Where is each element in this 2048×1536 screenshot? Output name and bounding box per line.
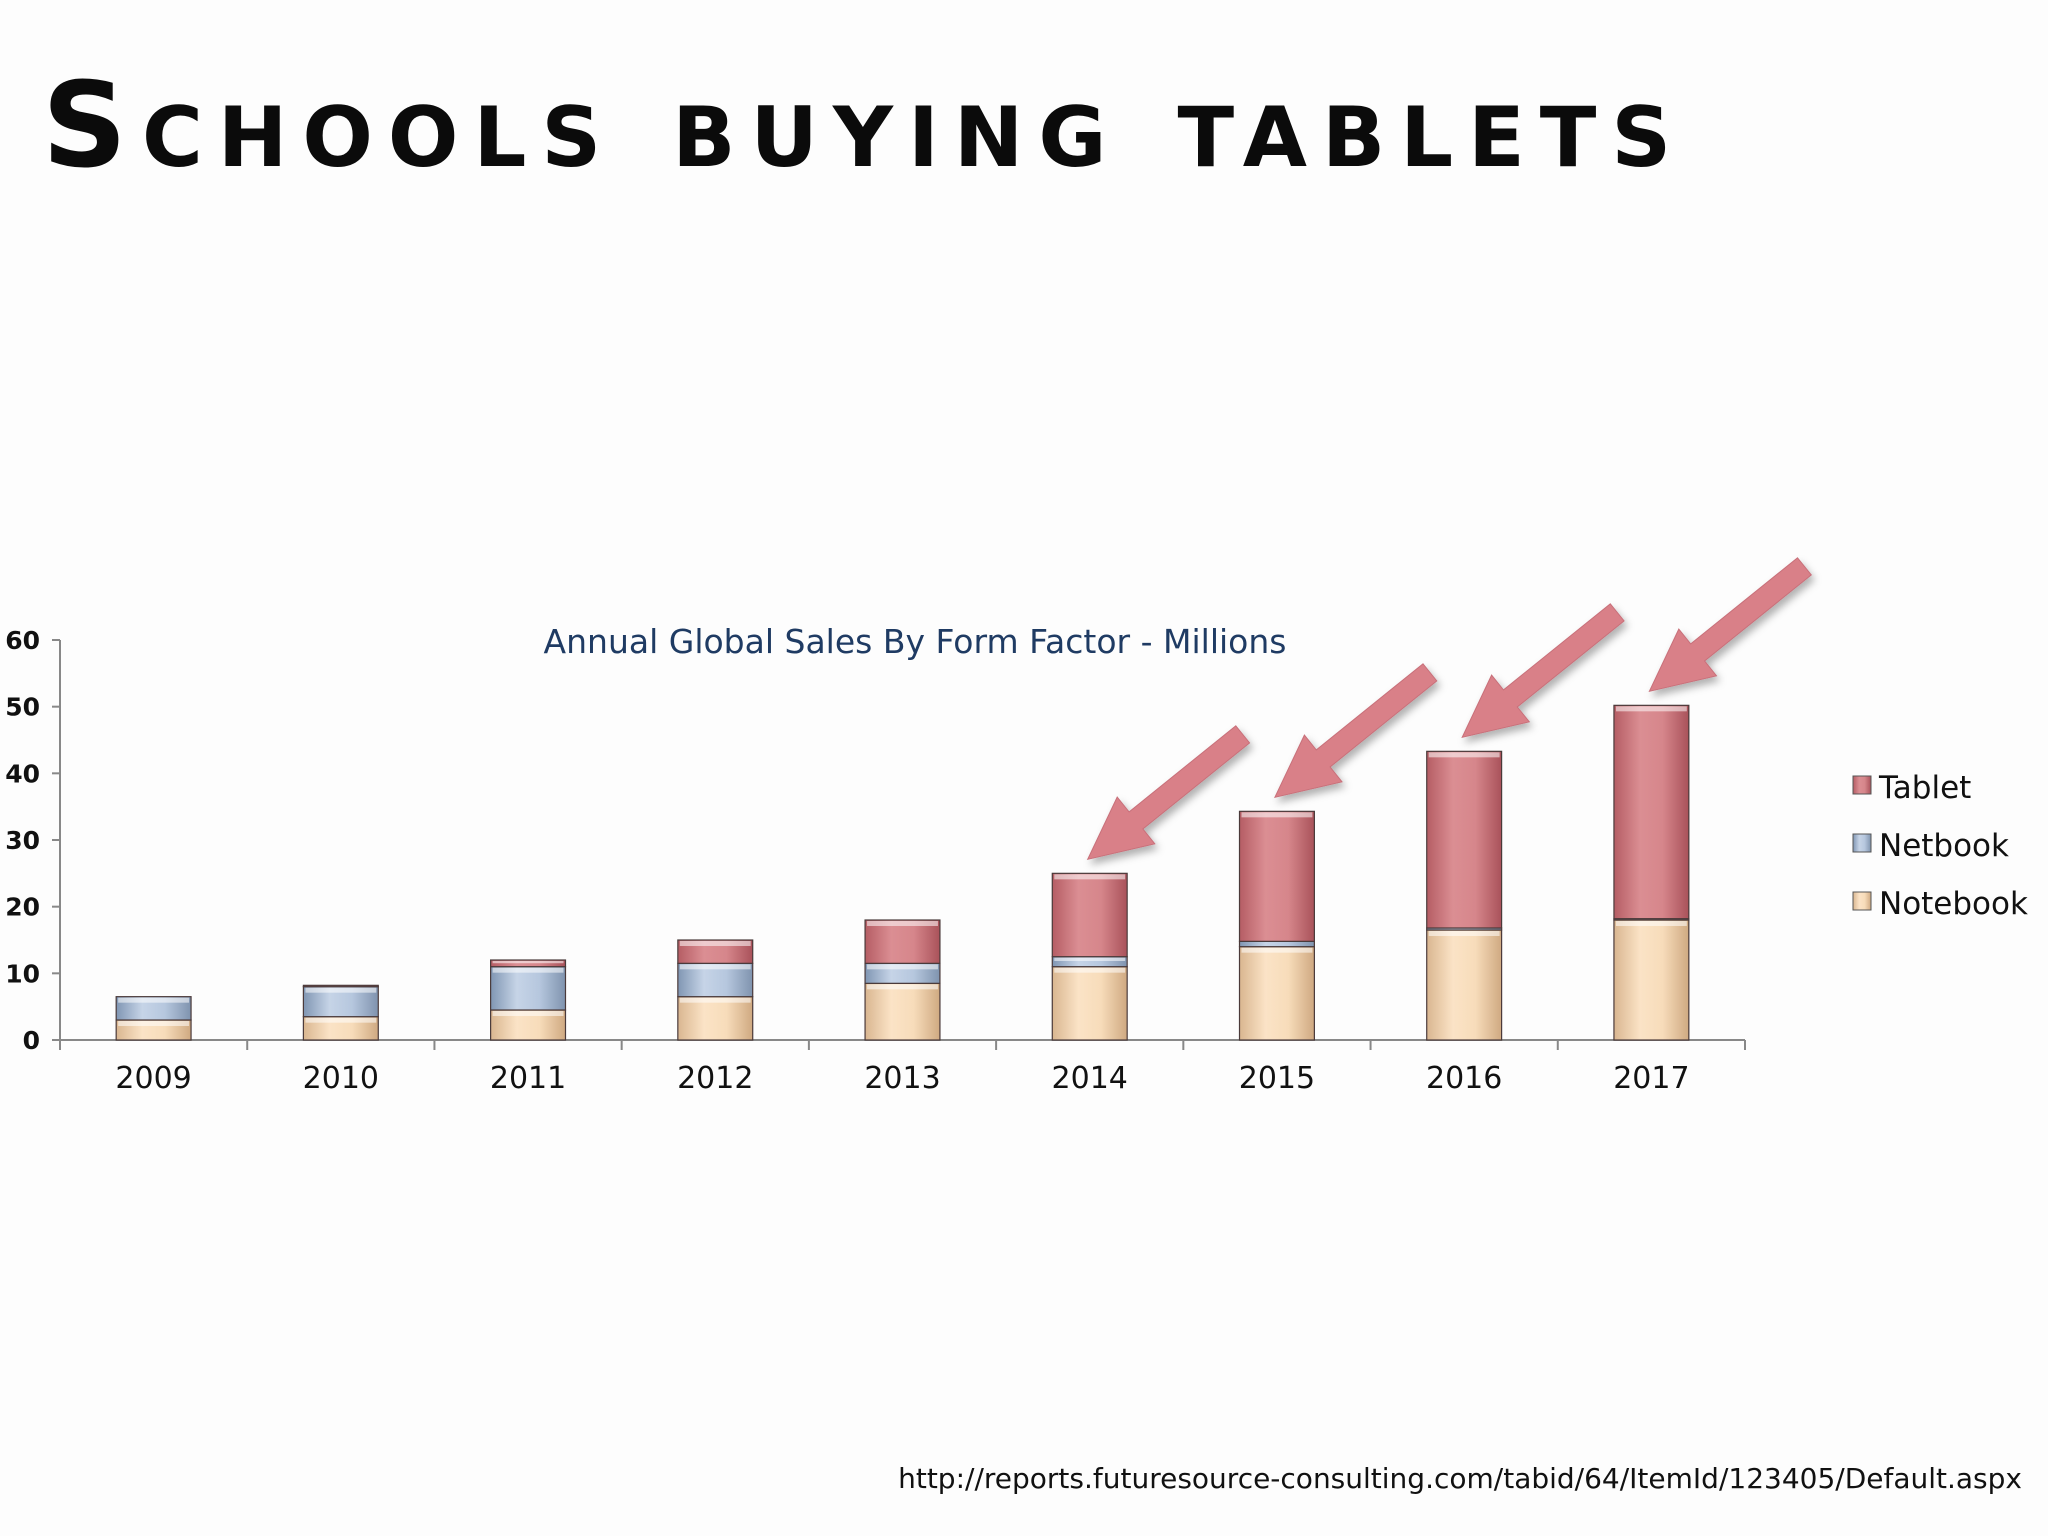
bar-netbook-2015 <box>1238 940 1315 948</box>
bar-highlight <box>867 964 938 970</box>
bar-tablet-2013 <box>864 919 941 964</box>
y-tick-label: 30 <box>5 826 40 855</box>
source-url: http://reports.futuresource-consulting.c… <box>898 1462 2022 1495</box>
x-tick-label: 2009 <box>115 1061 191 1096</box>
bar-highlight <box>305 987 377 993</box>
bar-highlight <box>1054 957 1126 961</box>
bar-tablet-2017 <box>1613 704 1690 920</box>
bar-highlight <box>492 961 564 964</box>
bar-tablet-2015 <box>1238 810 1315 942</box>
bar-highlight <box>679 997 751 1003</box>
chart-title: Annual Global Sales By Form Factor - Mil… <box>544 622 1287 661</box>
bar-highlight <box>1241 947 1313 953</box>
x-tick-label: 2011 <box>490 1061 566 1096</box>
bar-tablet-2011 <box>490 959 567 968</box>
bar-tablet-2016 <box>1426 750 1503 929</box>
x-tick-label: 2013 <box>864 1061 940 1096</box>
bar-tablet-2010 <box>302 984 379 988</box>
y-tick-label: 60 <box>5 626 40 655</box>
bar-highlight <box>118 1021 190 1026</box>
annotation-arrows <box>1086 557 1813 861</box>
x-tick-label: 2015 <box>1239 1061 1315 1096</box>
legend-swatch-notebook <box>1852 891 1872 911</box>
bar-highlight <box>1615 706 1687 712</box>
bar-highlight <box>1054 967 1126 973</box>
bar-notebook-2015 <box>1238 946 1315 1041</box>
bar-netbook-2011 <box>490 966 567 1011</box>
legend-swatch-tablet <box>1852 775 1872 795</box>
bar-notebook-2017 <box>1613 919 1690 1041</box>
arrow-2017 <box>1648 557 1813 693</box>
x-tick-label: 2016 <box>1426 1061 1502 1096</box>
x-tick-label: 2010 <box>303 1061 379 1096</box>
arrow-2014 <box>1086 725 1251 861</box>
bar-notebook-2013 <box>864 982 941 1041</box>
bar-highlight <box>679 964 751 970</box>
legend-label-notebook: Notebook <box>1879 886 2028 922</box>
y-tick-label: 40 <box>5 759 40 788</box>
y-tick-label: 10 <box>5 959 40 988</box>
bar-highlight <box>1428 931 1500 936</box>
x-axis: 2009 2010 2011 2012 2013 2014 2015 2016 2017 <box>59 1039 1746 1096</box>
legend-swatch-netbook <box>1852 833 1872 853</box>
arrow-2016 <box>1461 603 1625 739</box>
y-axis: 0 10 20 30 40 50 60 <box>5 626 61 1055</box>
arrow-2015 <box>1274 663 1438 799</box>
x-tick-label: 2017 <box>1613 1061 1689 1096</box>
bar-highlight <box>867 984 938 990</box>
bar-highlight <box>867 921 938 926</box>
bar-highlight <box>118 997 190 1003</box>
bar-tablet-2014 <box>1051 872 1128 958</box>
y-tick-label: 20 <box>5 893 40 922</box>
bar-notebook-2014 <box>1051 966 1128 1041</box>
bar-highlight <box>492 1011 564 1016</box>
y-tick-label: 0 <box>23 1026 40 1055</box>
legend: Tablet Netbook Notebook <box>1852 770 2028 922</box>
bar-highlight <box>1615 921 1687 926</box>
slide-title: Schools buying tablets <box>42 56 1687 194</box>
x-tick-label: 2014 <box>1052 1061 1128 1096</box>
bar-notebook-2016 <box>1426 929 1503 1041</box>
legend-label-tablet: Tablet <box>1878 770 1971 806</box>
x-tick-label: 2012 <box>677 1061 753 1096</box>
bar-highlight <box>492 967 564 973</box>
legend-label-netbook: Netbook <box>1879 828 2009 864</box>
bar-highlight <box>1241 812 1313 818</box>
y-tick-label: 50 <box>5 693 40 722</box>
bar-highlight <box>1428 752 1500 758</box>
bars <box>115 704 1690 1041</box>
bar-notebook-2012 <box>677 996 754 1041</box>
bar-highlight <box>679 941 751 946</box>
bar-highlight <box>305 1017 377 1023</box>
bar-highlight <box>1054 874 1126 880</box>
